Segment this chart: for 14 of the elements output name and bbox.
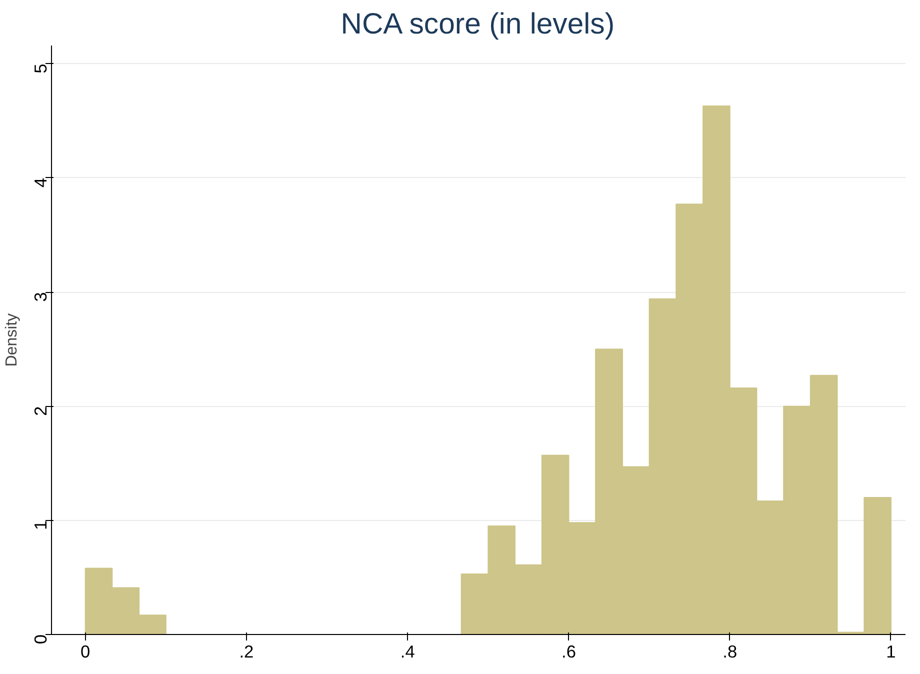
y-tick-label: 4 bbox=[30, 178, 50, 188]
x-tick-label: .6 bbox=[562, 642, 576, 662]
x-tick-label: .4 bbox=[400, 642, 416, 662]
x-tick-label: .2 bbox=[239, 642, 254, 662]
chart-title: NCA score (in levels) bbox=[340, 8, 615, 40]
x-tick-label: 1 bbox=[886, 642, 896, 662]
y-tick-label: 5 bbox=[30, 64, 50, 74]
y-axis-title: Density bbox=[4, 313, 20, 367]
x-tick-label: 0 bbox=[80, 642, 90, 662]
y-tick-label: 3 bbox=[30, 292, 50, 302]
y-tick-label: 2 bbox=[30, 406, 50, 416]
y-tick-label: 0 bbox=[30, 634, 50, 644]
y-tick-label: 1 bbox=[30, 520, 50, 530]
x-tick-label: .8 bbox=[722, 642, 738, 662]
